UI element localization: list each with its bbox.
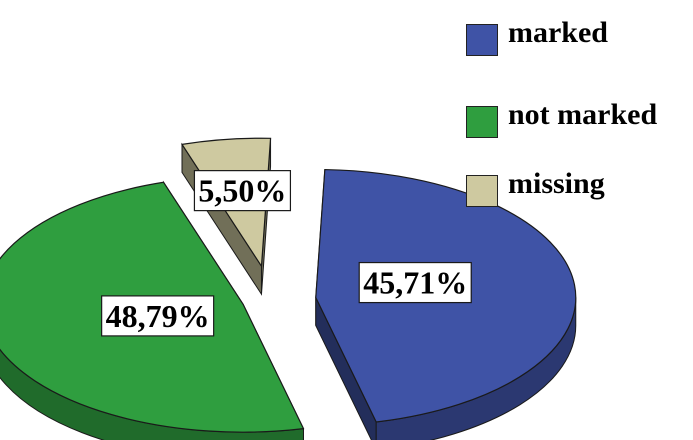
data-label-box-missing	[193, 170, 292, 212]
data-label-marked: 45,71%	[358, 261, 472, 304]
legend-label-missing: missing	[508, 167, 605, 200]
data-label-not-marked: 48,79%	[101, 295, 215, 337]
legend-swatch-marked	[466, 24, 498, 56]
data-label-text-missing: 5,50%	[198, 173, 286, 209]
legend-label-not-marked: not marked	[508, 98, 658, 131]
data-label-box-marked	[358, 261, 472, 304]
legend-label-marked: marked	[508, 16, 608, 49]
legend-swatch-not-marked	[466, 106, 498, 138]
data-label-missing: 5,50%	[193, 170, 292, 212]
data-label-text-marked: 45,71%	[363, 265, 467, 301]
data-label-box-not-marked	[101, 295, 215, 337]
pie-data-labels: 45,71% 48,79% 5,50%	[101, 170, 472, 337]
slice-marked	[315, 168, 577, 440]
legend-swatch-missing	[466, 175, 498, 207]
data-label-text-not-marked: 48,79%	[106, 298, 210, 334]
